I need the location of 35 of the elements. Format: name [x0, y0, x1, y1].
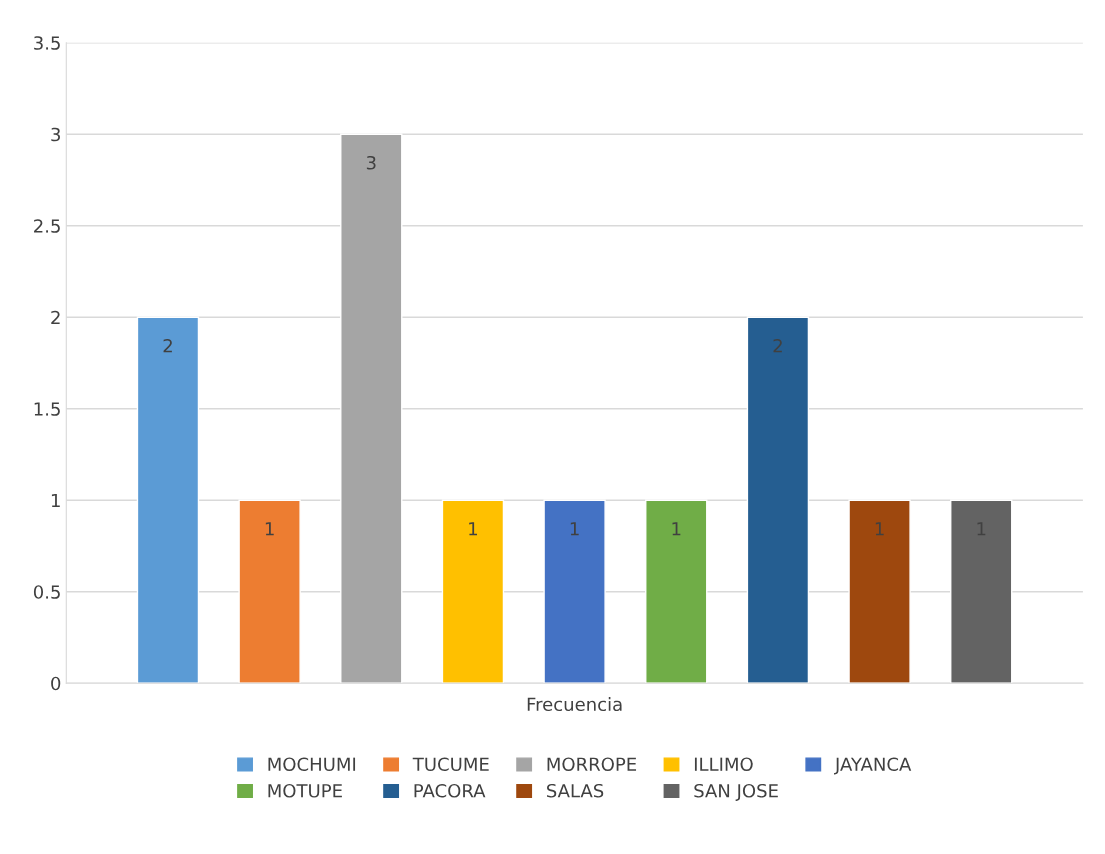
y-tick-label: 0: [51, 676, 61, 691]
bar: [645, 499, 708, 684]
bar: [340, 133, 403, 684]
data-label: 1: [672, 522, 681, 536]
data-label: 1: [265, 522, 274, 536]
data-label: 1: [875, 522, 884, 536]
data-label: 1: [570, 522, 579, 536]
x-tick-label: Frecuencia: [527, 697, 622, 712]
data-label: 2: [773, 338, 782, 353]
y-tick-label: 2: [51, 310, 60, 325]
bar: [441, 499, 505, 684]
data-label: 3: [366, 155, 376, 170]
bar: [746, 316, 810, 684]
bar: [136, 316, 200, 684]
legend-label: MORROPE: [547, 757, 637, 772]
data-label: 1: [469, 522, 478, 536]
bar: [543, 499, 606, 684]
legend-label: MOTUPE: [268, 783, 342, 798]
y-tick-label: 3.5: [34, 36, 60, 50]
y-tick-label: 2.5: [34, 219, 60, 233]
y-tick-label: 3: [51, 127, 60, 142]
legend-label: SALAS: [547, 783, 604, 798]
legend-label: SAN JOSE: [694, 783, 778, 801]
legend-label: ILLIMO: [694, 757, 753, 772]
y-tick-label: 0.5: [33, 585, 60, 599]
legend-label: JAYANCA: [834, 757, 912, 775]
bar: [950, 499, 1013, 684]
legend-label: TUCUME: [412, 757, 489, 772]
legend-label: PACORA: [414, 783, 486, 798]
y-tick-label: 1: [51, 493, 60, 508]
legend-label: MOCHUMI: [268, 757, 356, 772]
data-label: 2: [163, 338, 172, 353]
bar: [848, 499, 911, 684]
bar: [238, 499, 301, 684]
y-tick-label: 1.5: [34, 402, 60, 416]
